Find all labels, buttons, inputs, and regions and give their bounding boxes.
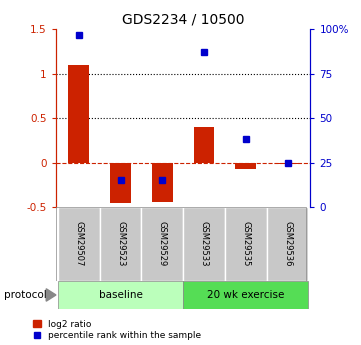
Text: baseline: baseline [99,290,143,300]
Bar [267,207,308,281]
Bar [235,162,256,169]
Text: GSM29533: GSM29533 [200,221,209,267]
Text: GSM29523: GSM29523 [116,221,125,267]
Bar [100,207,142,281]
Bar [225,207,267,281]
Bar [183,281,308,309]
Text: GSM29529: GSM29529 [158,221,167,267]
Bar [58,281,183,309]
Text: GSM29507: GSM29507 [74,221,83,267]
Text: protocol: protocol [4,290,46,300]
Bar [277,162,298,164]
Bar [110,162,131,203]
Bar [142,207,183,281]
Text: GSM29535: GSM29535 [241,221,250,267]
Legend: log2 ratio, percentile rank within the sample: log2 ratio, percentile rank within the s… [34,320,201,341]
Text: 20 wk exercise: 20 wk exercise [207,290,284,300]
Polygon shape [46,289,56,301]
Bar [193,127,214,162]
Bar [69,65,89,162]
Text: GSM29536: GSM29536 [283,221,292,267]
Bar [183,207,225,281]
Bar [58,207,100,281]
Title: GDS2234 / 10500: GDS2234 / 10500 [122,13,244,27]
Bar [152,162,173,202]
